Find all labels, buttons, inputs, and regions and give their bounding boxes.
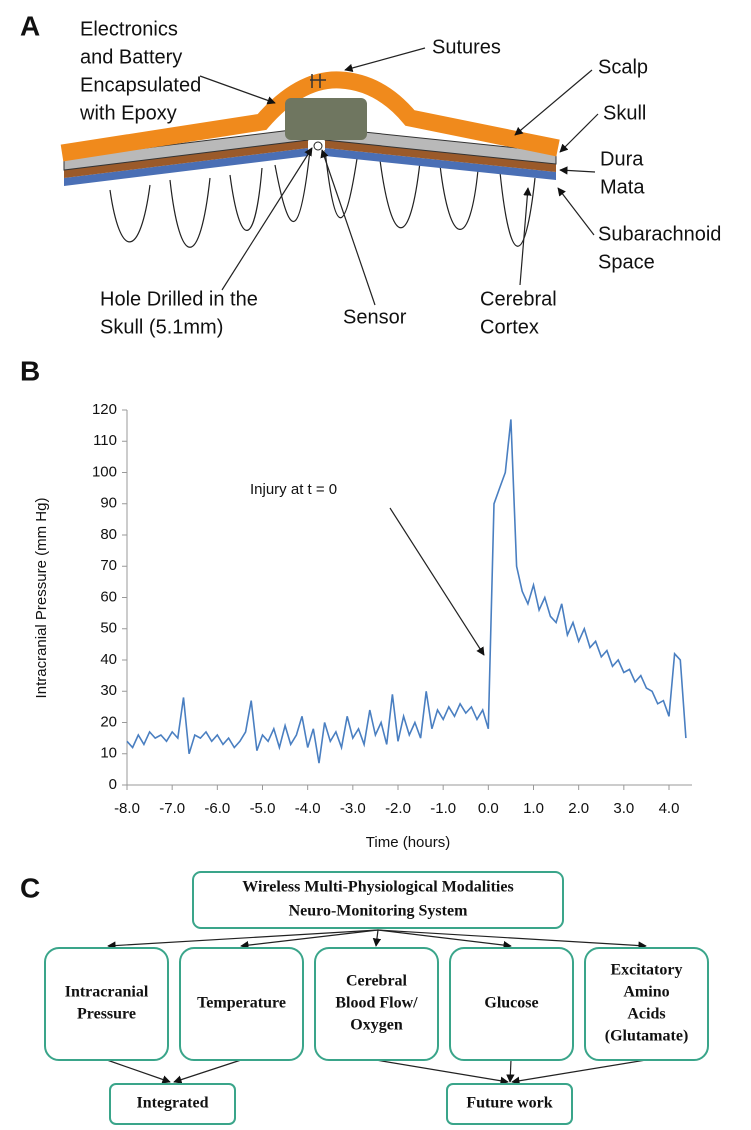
panel-label: B bbox=[20, 355, 40, 386]
flow-arrows bbox=[106, 929, 647, 1085]
y-tick-label: 110 bbox=[93, 432, 117, 449]
diagram-label: Sutures bbox=[432, 36, 501, 58]
modality-text: Intracranial bbox=[65, 984, 149, 1001]
outcome-text: Integrated bbox=[137, 1095, 209, 1112]
x-tick-label: -4.0 bbox=[295, 800, 321, 817]
panel-label: C bbox=[20, 872, 40, 903]
x-tick-label: -2.0 bbox=[385, 800, 411, 817]
diagram-label: Skull bbox=[603, 102, 646, 124]
y-tick-label: 30 bbox=[100, 682, 117, 699]
x-tick-label: -6.0 bbox=[204, 800, 230, 817]
head-diagram bbox=[60, 47, 599, 306]
x-tick-label: 2.0 bbox=[568, 800, 589, 817]
y-tick-label: 90 bbox=[100, 495, 117, 512]
diagram-label: Encapsulated bbox=[80, 74, 201, 96]
diagram-label: Hole Drilled in the bbox=[100, 288, 258, 310]
outcome-box bbox=[109, 1083, 236, 1125]
outcome-text: Future work bbox=[466, 1095, 552, 1112]
outcome-box bbox=[446, 1083, 573, 1125]
y-tick-label: 60 bbox=[100, 588, 117, 605]
y-tick-label: 70 bbox=[100, 557, 117, 574]
title-text: Wireless Multi-Physiological Modalities bbox=[242, 879, 513, 896]
modality-text: Cerebral bbox=[346, 973, 408, 990]
title-text: Neuro-Monitoring System bbox=[289, 903, 468, 920]
diagram-label: with Epoxy bbox=[79, 102, 177, 124]
diagram-label: Skull (5.1mm) bbox=[100, 316, 223, 338]
diagram-label: and Battery bbox=[80, 46, 182, 68]
modality-box bbox=[449, 947, 574, 1061]
x-tick-label: -5.0 bbox=[250, 800, 276, 817]
diagram-label: Space bbox=[598, 251, 655, 273]
modality-text: Pressure bbox=[77, 1006, 136, 1023]
x-tick-label: 4.0 bbox=[659, 800, 680, 817]
data-line bbox=[126, 419, 687, 764]
x-tick-label: -7.0 bbox=[159, 800, 185, 817]
modality-box bbox=[314, 947, 439, 1061]
x-tick-label: -1.0 bbox=[430, 800, 456, 817]
x-tick-label: 3.0 bbox=[613, 800, 634, 817]
y-tick-label: 10 bbox=[100, 745, 117, 762]
diagram-label: Subarachnoid bbox=[598, 223, 721, 245]
y-tick-label: 80 bbox=[100, 526, 117, 543]
y-tick-label: 0 bbox=[109, 776, 117, 793]
x-axis-label: Time (hours) bbox=[366, 834, 450, 851]
modality-box bbox=[179, 947, 304, 1061]
modality-text: Excitatory bbox=[611, 962, 683, 979]
modality-text: Oxygen bbox=[350, 1017, 403, 1034]
y-axis-label: Intracranial Pressure (mm Hg) bbox=[33, 498, 50, 699]
x-tick-label: 0.0 bbox=[478, 800, 499, 817]
modality-text: Blood Flow/ bbox=[335, 995, 418, 1012]
y-tick-label: 40 bbox=[100, 651, 117, 668]
x-tick-label: -8.0 bbox=[114, 800, 140, 817]
x-tick-label: 1.0 bbox=[523, 800, 544, 817]
y-tick-label: 100 bbox=[92, 463, 117, 480]
modality-box bbox=[44, 947, 169, 1061]
y-tick-label: 50 bbox=[100, 620, 117, 637]
diagram-label: Dura bbox=[600, 148, 644, 170]
diagram-label: Cerebral bbox=[480, 288, 557, 310]
diagram-label: Cortex bbox=[480, 316, 539, 338]
annotation-arrow bbox=[389, 507, 485, 656]
title-box bbox=[192, 871, 564, 929]
modality-text: Temperature bbox=[197, 995, 286, 1012]
modality-text: (Glutamate) bbox=[605, 1028, 689, 1045]
x-tick-label: -3.0 bbox=[340, 800, 366, 817]
panel-label: A bbox=[20, 10, 40, 41]
annotation: Injury at t = 0 bbox=[250, 481, 337, 498]
modality-text: Glucose bbox=[484, 995, 538, 1012]
modality-text: Acids bbox=[627, 1006, 665, 1023]
diagram-label: Electronics bbox=[80, 18, 178, 40]
diagram-label: Mata bbox=[600, 176, 645, 198]
diagram-label: Scalp bbox=[598, 56, 648, 78]
y-tick-label: 120 bbox=[92, 401, 117, 418]
modality-box bbox=[584, 947, 709, 1061]
diagram-label: Sensor bbox=[343, 306, 407, 328]
y-tick-label: 20 bbox=[100, 713, 117, 730]
modality-text: Amino bbox=[623, 984, 669, 1001]
